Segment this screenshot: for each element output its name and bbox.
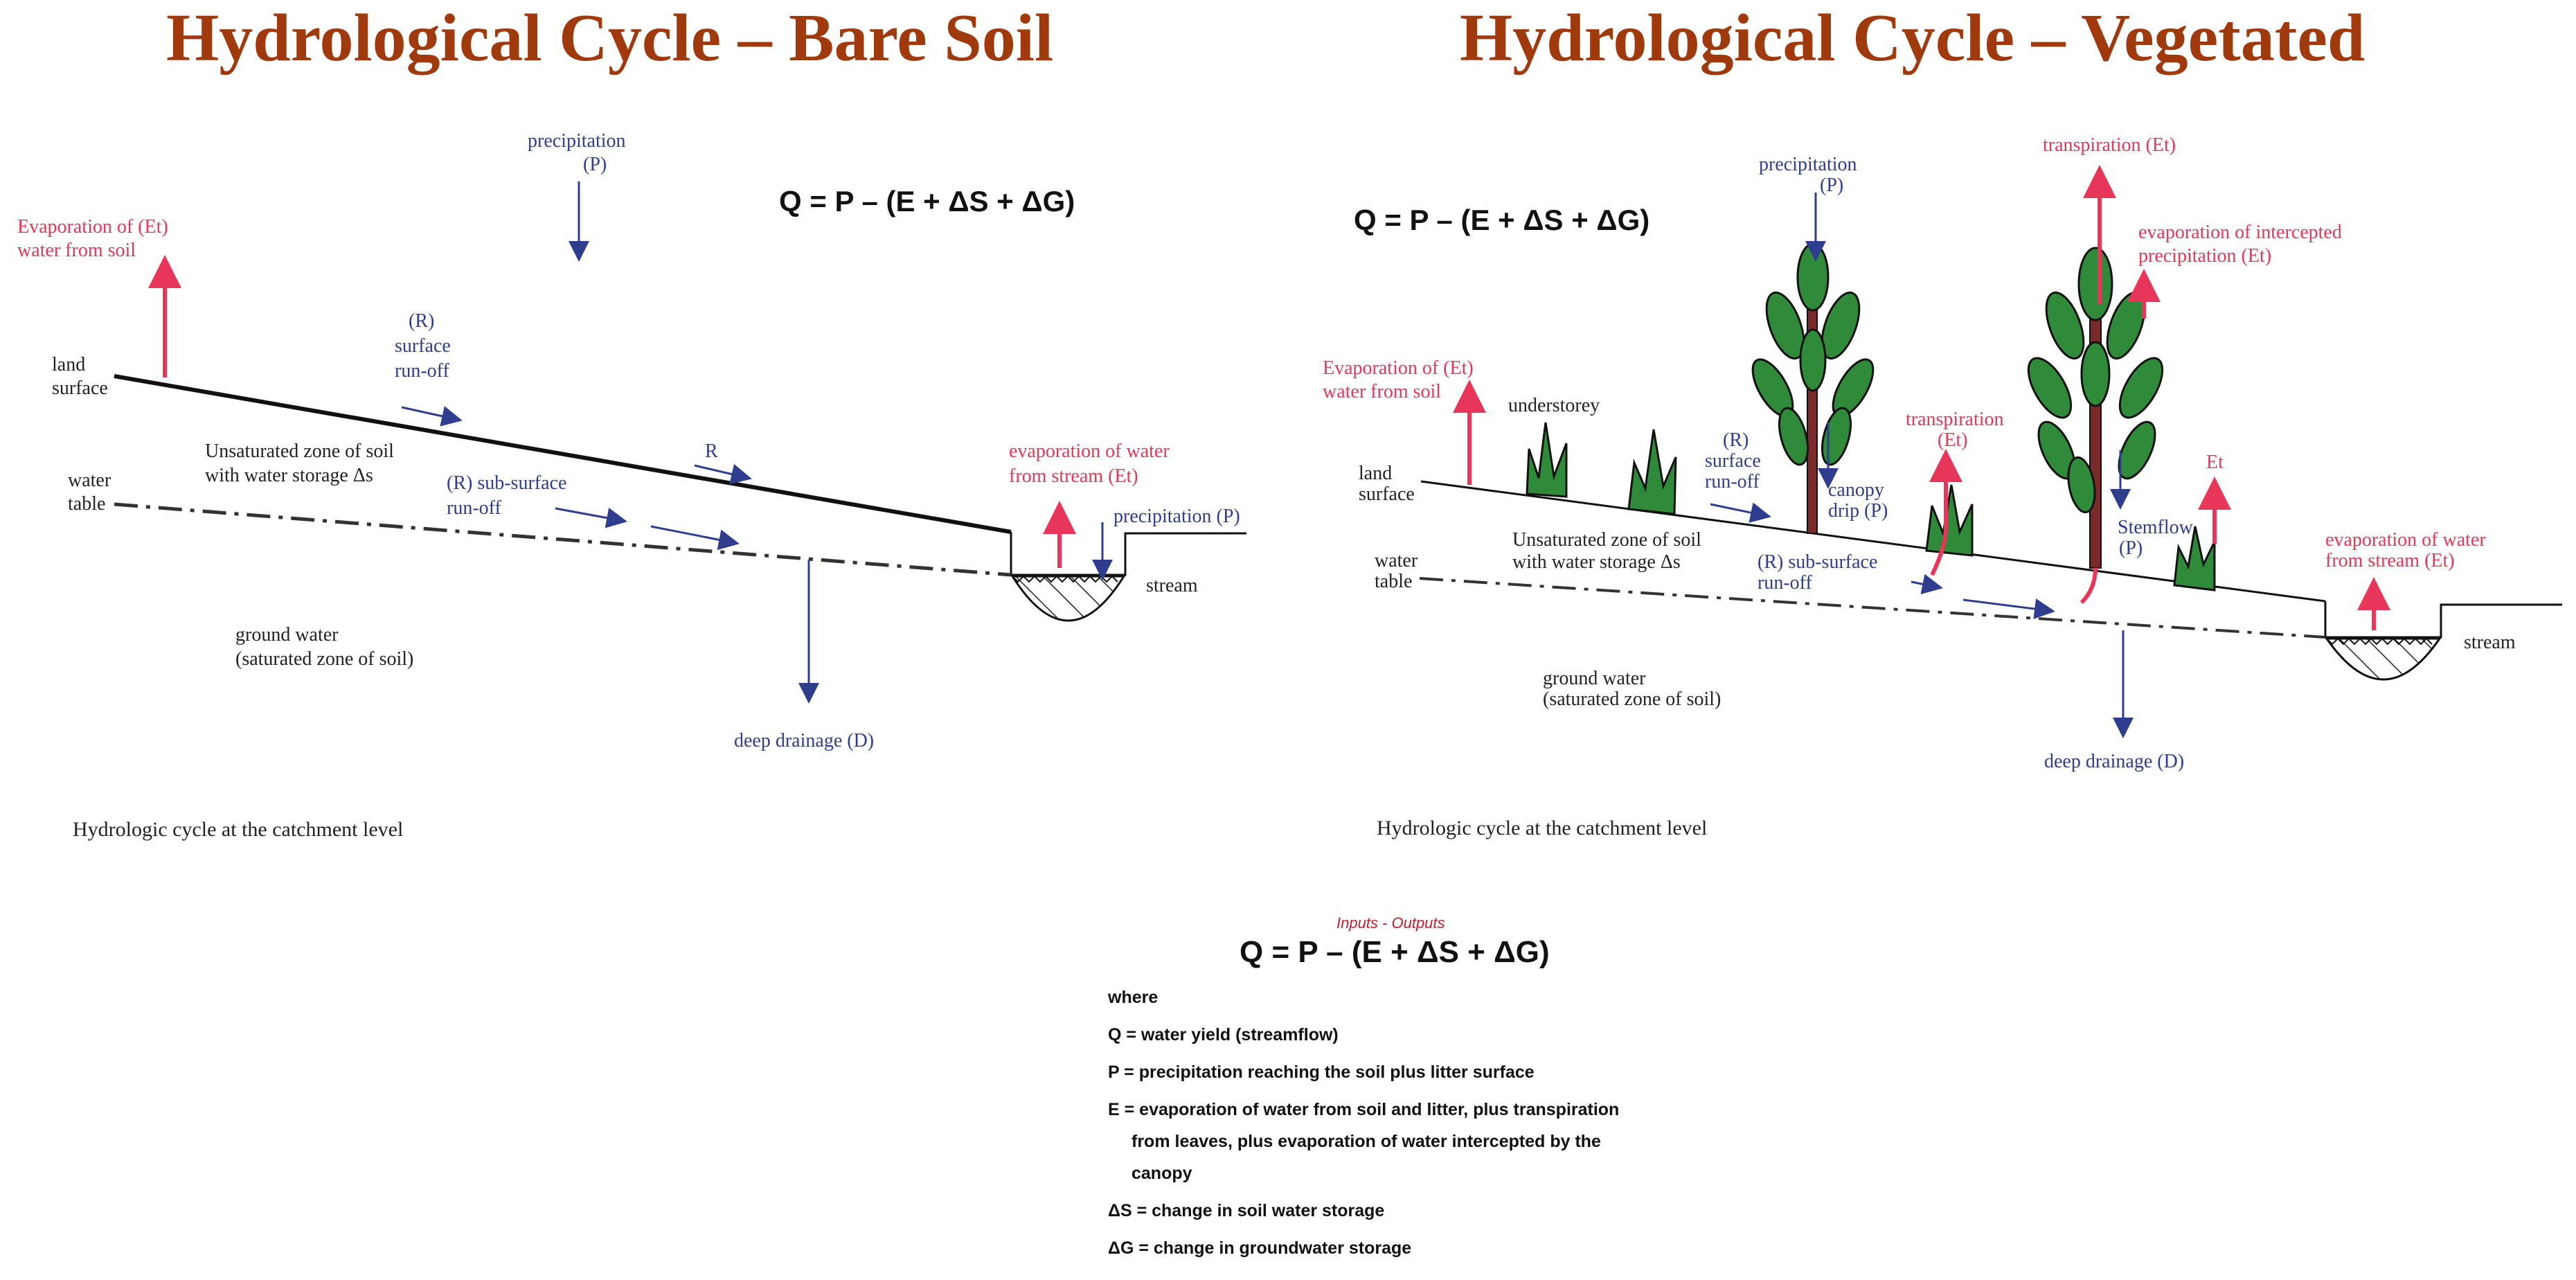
veg-canopy-drip-label-2: drip (P) [1828, 500, 1888, 522]
bare-stream-label: stream [1146, 575, 1198, 596]
bare-land-surface-line [114, 374, 1012, 534]
legend-q-definition: Q = water yield (streamflow) [1108, 1025, 1339, 1045]
bare-subsurface-label-2: run-off [447, 497, 501, 519]
veg-surface-runoff-label-3: run-off [1705, 471, 1760, 492]
bare-subsurface-label: (R) sub-surface [447, 472, 566, 494]
bare-land-label: land [52, 354, 85, 375]
bare-water-table-label: water [68, 470, 111, 491]
veg-precip-label: precipitation [1759, 154, 1857, 175]
veg-deep-drainage-label: deep drainage (D) [2044, 751, 2184, 772]
veg-subsurface-label: (R) sub-surface [1757, 551, 1877, 573]
veg-groundwater-label: ground water [1543, 668, 1646, 689]
bare-precip-label: precipitation [528, 130, 626, 152]
bare-unsat-label-2: with water storage Δs [205, 465, 373, 486]
veg-surface-runoff-arrow [1710, 502, 1771, 523]
legend-dg-definition: ΔG = change in groundwater storage [1108, 1238, 1412, 1258]
bare-evap-stream-label-2: from stream (Et) [1009, 465, 1138, 487]
bare-surface-runoff-label-3: run-off [395, 360, 449, 382]
title-bare-soil: Hydrological Cycle – Bare Soil [166, 1, 1054, 75]
legend-e-definition-3: canopy [1132, 1164, 1192, 1183]
bare-deep-drainage-label: deep drainage (D) [734, 730, 874, 752]
veg-subsurface-arrow-2 [1962, 598, 2055, 619]
veg-transp-mid-label: transpiration [1906, 409, 2004, 430]
bare-surface-runoff-arrow [401, 406, 463, 427]
legend-ds-definition: ΔS = change in soil water storage [1108, 1201, 1385, 1220]
legend-e-definition-2: from leaves, plus evaporation of water i… [1132, 1132, 1601, 1151]
veg-evap-soil-label: Evaporation of (Et) [1323, 357, 1474, 379]
veg-caption: Hydrologic cycle at the catchment level [1377, 817, 1707, 839]
veg-groundwater-label-2: (saturated zone of soil) [1543, 688, 1721, 710]
vegetated-diagram: Q = P – (E + ΔS + ΔG) precipitation (P) … [1323, 134, 2562, 839]
bare-subsurface-arrow-1 [555, 507, 627, 528]
veg-stream-label: stream [2464, 632, 2516, 653]
understorey-shrub-4 [2173, 526, 2216, 592]
veg-unsat-label-2: with water storage Δs [1512, 551, 1681, 573]
bare-r-label: R [705, 441, 718, 462]
tree-1 [1751, 242, 1875, 534]
veg-stemflow-label: Stemflow [2118, 517, 2194, 538]
bare-surface-runoff-label-2: surface [395, 335, 451, 357]
bare-stream-bed [1010, 575, 1126, 622]
veg-water-table-line [1419, 577, 2326, 639]
veg-surface-runoff-label-2: surface [1705, 450, 1761, 472]
bare-groundwater-label: ground water [235, 624, 339, 646]
bare-soil-diagram: Q = P – (E + ΔS + ΔG) precipitation (P) … [17, 130, 1246, 841]
veg-evap-stream-label: evaporation of water [2325, 529, 2486, 551]
bare-surface-runoff-label: (R) [409, 310, 434, 332]
bare-precip-stream-label: precipitation (P) [1113, 506, 1240, 527]
veg-transp-mid-label-2: (Et) [1938, 429, 1968, 451]
veg-understorey-label: understorey [1508, 395, 1600, 416]
veg-water-table-label-2: table [1375, 571, 1412, 592]
legend-e-definition: E = evaporation of water from soil and l… [1108, 1100, 1620, 1119]
veg-transp-root [2079, 567, 2098, 605]
understorey-shrub-2 [1627, 429, 1677, 515]
title-vegetated: Hydrological Cycle – Vegetated [1460, 1, 2365, 75]
legend-where: where [1108, 988, 1159, 1007]
veg-evap-stream-label-2: from stream (Et) [2325, 550, 2455, 571]
bare-evap-stream-label: evaporation of water [1009, 441, 1170, 462]
bare-subsurface-arrow-2 [650, 525, 740, 551]
legend-p-definition: P = precipitation reaching the soil plus… [1108, 1063, 1535, 1082]
veg-subsurface-label-2: run-off [1757, 572, 1812, 594]
veg-land-label-2: surface [1359, 483, 1415, 505]
veg-canopy-drip-label: canopy [1828, 479, 1884, 501]
bare-water-table-label-2: table [68, 493, 105, 515]
veg-water-table-label: water [1375, 550, 1418, 571]
understorey-shrub-3 [1925, 484, 1974, 557]
veg-evap-intercept-label: evaporation of intercepted [2138, 222, 2342, 243]
veg-transp-top-label: transpiration (Et) [2043, 134, 2176, 156]
bare-groundwater-label-2: (saturated zone of soil) [235, 648, 413, 670]
veg-evap-intercept-label-2: precipitation (Et) [2138, 245, 2271, 267]
inputs-outputs-label: Inputs - Outputs [1336, 914, 1445, 932]
bare-water-table-line [114, 502, 1012, 577]
bare-unsat-label: Unsaturated zone of soil [205, 441, 394, 462]
veg-land-label: land [1359, 463, 1392, 484]
understorey-shrub-1 [1526, 422, 1568, 498]
veg-stemflow-label-2: (P) [2119, 537, 2143, 559]
veg-precip-label-2: (P) [1820, 175, 1843, 196]
bare-equation: Q = P – (E + ΔS + ΔG) [779, 185, 1075, 217]
veg-stream-bed [2325, 637, 2442, 681]
veg-equation: Q = P – (E + ΔS + ΔG) [1354, 204, 1649, 236]
bare-caption: Hydrologic cycle at the catchment level [73, 818, 403, 841]
veg-evap-soil-label-2: water from soil [1323, 381, 1441, 402]
legend-equation: Q = P – (E + ΔS + ΔG) [1240, 935, 1550, 969]
bare-r-arrow [694, 463, 752, 485]
veg-transp-mid-arrow [1929, 449, 1962, 576]
veg-surface-runoff-label: (R) [1723, 429, 1748, 451]
bare-evap-soil-label-2: water from soil [17, 240, 136, 261]
veg-unsat-label: Unsaturated zone of soil [1512, 529, 1701, 551]
veg-subsurface-arrow-1 [1911, 574, 1943, 595]
bare-land-label-2: surface [52, 377, 108, 399]
bare-precip-label-2: (P) [583, 154, 607, 175]
veg-stream-bank [2325, 603, 2562, 639]
bare-stream-bank [1011, 532, 1246, 576]
veg-et-label: Et [2206, 452, 2224, 473]
bare-evap-soil-label: Evaporation of (Et) [17, 216, 168, 238]
tree-2 [2027, 247, 2164, 569]
